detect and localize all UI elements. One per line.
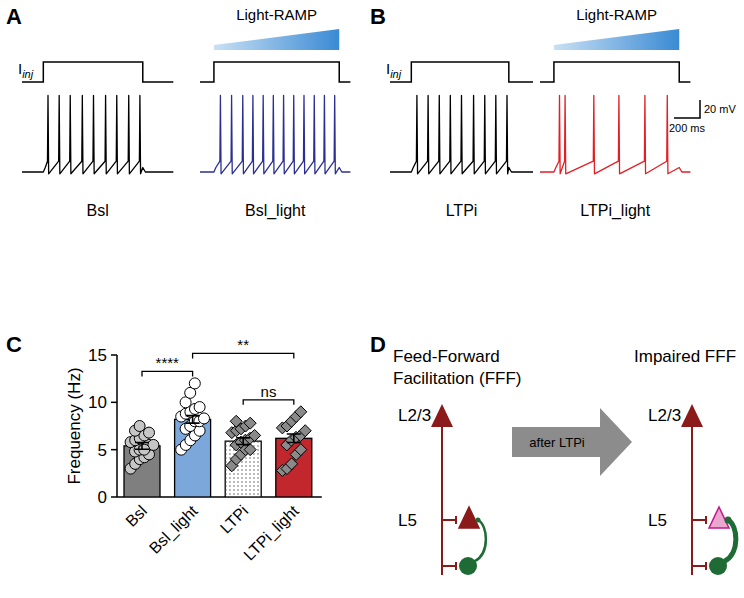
voltage-trace xyxy=(540,96,690,174)
axon xyxy=(441,427,443,575)
plot-area xyxy=(124,378,312,497)
error-bar xyxy=(135,443,149,450)
error-bar xyxy=(287,434,301,443)
layer-label: L2/3 xyxy=(648,406,681,425)
data-point xyxy=(189,378,200,389)
light-label: Light-RAMP xyxy=(576,6,657,23)
current-step xyxy=(540,62,690,82)
voltage-trace xyxy=(200,96,350,174)
synapse xyxy=(442,516,456,524)
current-subscript: inj xyxy=(22,68,34,80)
significance-bracket xyxy=(243,400,294,405)
x-tick-label: LTPi_light xyxy=(240,502,303,565)
data-point xyxy=(295,444,307,456)
data-point xyxy=(194,402,205,413)
error-bar xyxy=(186,416,200,424)
significance-label: ns xyxy=(261,383,277,400)
x-tick-label: Bsl xyxy=(122,502,150,530)
significance-label: **** xyxy=(156,354,180,371)
x-tick-label: LTPi xyxy=(217,502,251,536)
trace-label: Bsl_light xyxy=(245,202,306,220)
synapse xyxy=(692,516,706,524)
error-bar xyxy=(236,438,250,445)
bar xyxy=(225,441,261,497)
l5-pyramidal xyxy=(459,507,479,528)
data-point xyxy=(244,417,256,429)
current-step xyxy=(200,62,350,82)
inhibitory-terminal xyxy=(725,517,732,524)
inhibitory-terminal xyxy=(476,518,481,523)
layer-label: L5 xyxy=(648,511,667,530)
y-axis-label: Frequency (Hz) xyxy=(65,367,84,484)
arrow-label: after LTPi xyxy=(529,435,585,450)
diagram-title: Impaired FFF xyxy=(634,347,736,366)
significance-bracket xyxy=(142,371,193,376)
diagram-title: Facilitation (FFF) xyxy=(393,369,521,388)
significance-bracket xyxy=(193,353,294,358)
l23-pyramidal xyxy=(681,404,703,427)
y-tick xyxy=(111,354,117,356)
data-point xyxy=(249,429,261,441)
layer-label: L5 xyxy=(398,511,417,530)
light-ramp xyxy=(554,29,679,50)
y-tick-label: 10 xyxy=(88,393,107,412)
panel-label: C xyxy=(6,332,22,357)
data-point xyxy=(199,413,210,424)
axon xyxy=(691,427,693,575)
figure: A B C D Iinj Bsl Light-RAMP Bsl_light Iinj LTPi Li… xyxy=(0,0,744,598)
synapse xyxy=(442,562,456,570)
voltage-trace xyxy=(390,96,533,174)
current-subscript: inj xyxy=(390,68,402,80)
y-tick-label: 5 xyxy=(98,441,107,460)
trace-label: LTPi_light xyxy=(580,202,651,220)
panel-label: D xyxy=(370,332,386,357)
y-tick-label: 0 xyxy=(98,488,107,507)
current-label: Iinj xyxy=(386,60,402,80)
y-tick xyxy=(111,402,117,404)
transition-arrow xyxy=(512,408,632,476)
interneuron xyxy=(459,557,477,575)
data-point xyxy=(144,427,155,438)
current-label: Iinj xyxy=(18,60,34,80)
scale-label: 20 mV xyxy=(704,103,736,115)
voltage-trace xyxy=(22,96,173,174)
current-step xyxy=(390,62,533,82)
trace-label: Bsl xyxy=(87,202,109,219)
trace-label: LTPi xyxy=(446,202,478,219)
layer-label: L2/3 xyxy=(398,406,431,425)
panel-label: B xyxy=(370,4,386,29)
inhibitory-connection xyxy=(475,520,486,561)
bar xyxy=(276,438,312,497)
data-point xyxy=(295,406,307,418)
data-point xyxy=(134,421,145,432)
bar-texture xyxy=(225,441,261,497)
current-step xyxy=(22,62,173,82)
y-tick xyxy=(111,496,117,498)
panel-label: A xyxy=(6,4,22,29)
x-tick-label: Bsl_light xyxy=(146,502,202,558)
data-point xyxy=(230,415,242,427)
inhibitory-connection xyxy=(725,520,736,561)
bar xyxy=(175,419,211,497)
synapse xyxy=(692,562,706,570)
data-point xyxy=(299,425,311,437)
light-label: Light-RAMP xyxy=(236,6,317,23)
light-ramp xyxy=(214,29,339,50)
y-tick-label: 15 xyxy=(88,346,107,365)
significance-label: ** xyxy=(237,336,249,353)
diagram-title: Feed-Forward xyxy=(393,347,500,366)
l23-pyramidal xyxy=(431,404,453,427)
y-tick xyxy=(111,449,117,451)
scale-bar xyxy=(674,100,700,118)
scale-label: 200 ms xyxy=(669,122,706,134)
y-axis xyxy=(116,355,118,497)
